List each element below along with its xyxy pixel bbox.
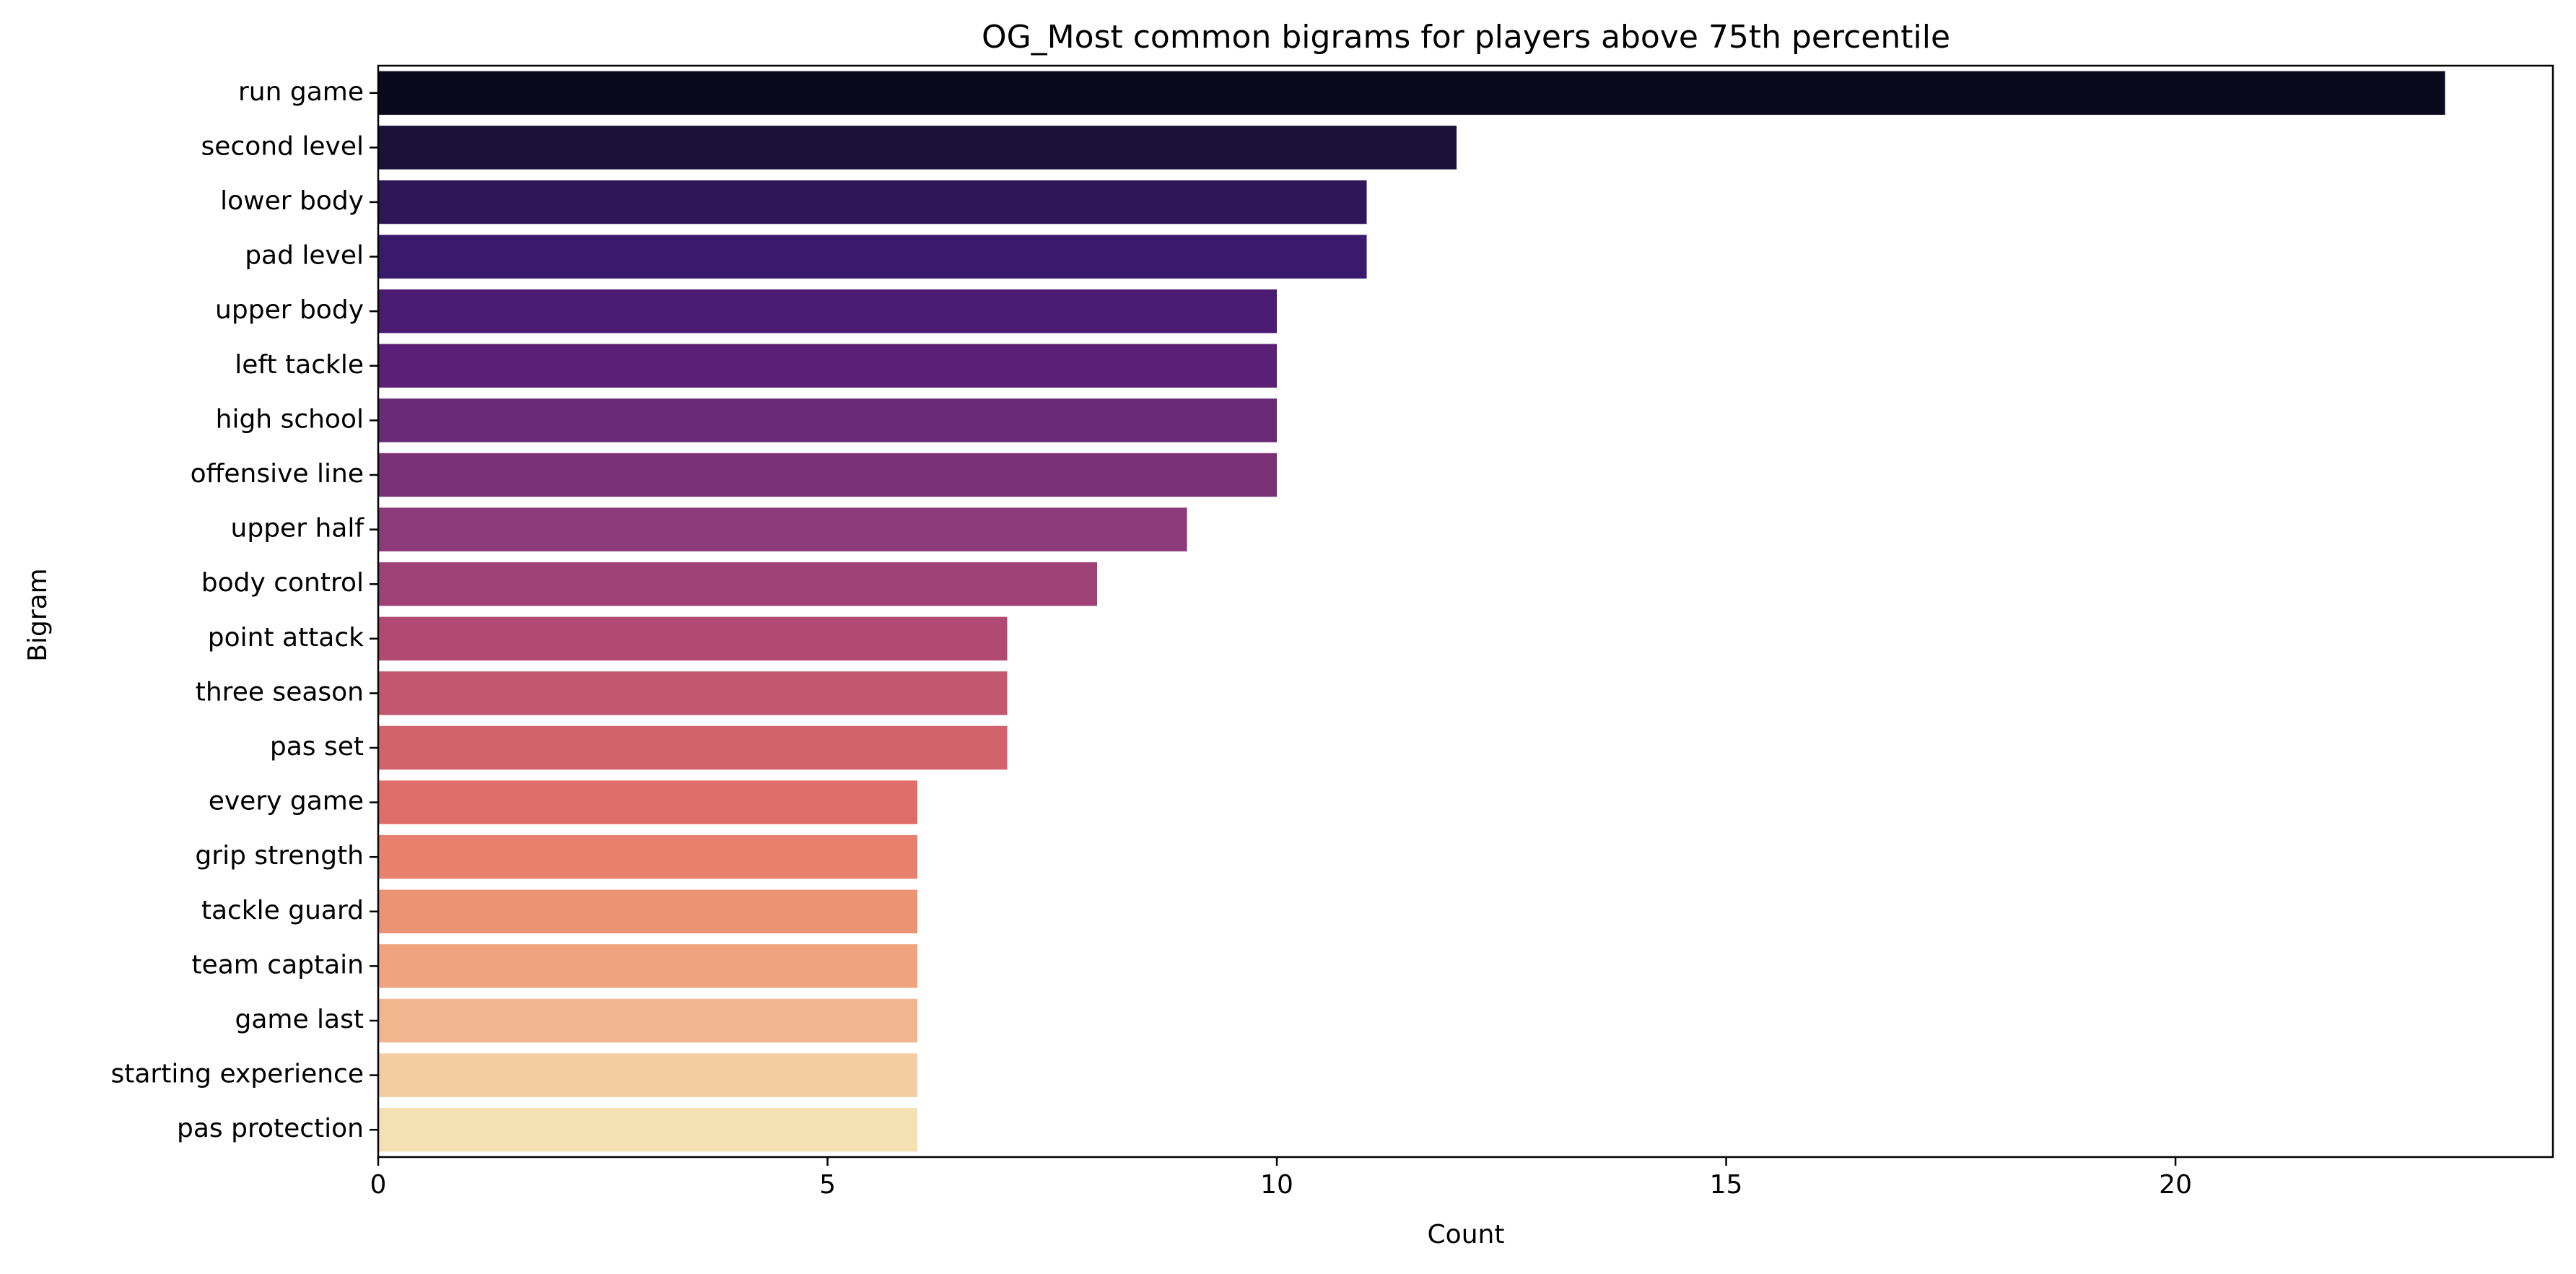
y-axis-ticks: run game second level lower body pad level u…: [111, 77, 378, 1143]
y-tick-label: second level: [201, 131, 364, 161]
y-tick-label: run game: [238, 77, 364, 107]
bars-group: [378, 71, 2445, 1152]
y-tick-label: three season: [196, 677, 364, 707]
bar-pas-protection: [378, 1107, 918, 1152]
bar-team-captain: [378, 944, 918, 988]
y-tick-label: offensive line: [191, 459, 364, 489]
y-tick-label: body control: [201, 568, 364, 598]
y-tick-label: tackle guard: [201, 896, 364, 925]
bar-lower-body: [378, 180, 1367, 224]
y-tick-label: starting experience: [111, 1060, 364, 1089]
y-tick-label: high school: [216, 404, 364, 434]
bar-game-last: [378, 998, 918, 1043]
chart-title: OG_Most common bigrams for players above…: [982, 19, 1950, 56]
bar-offensive-line: [378, 453, 1278, 497]
x-tick-label: 15: [1710, 1170, 1743, 1200]
y-tick-label: left tackle: [235, 350, 364, 380]
bar-second-level: [378, 126, 1457, 170]
y-tick-label: every game: [209, 787, 364, 816]
bar-three-season: [378, 671, 1008, 715]
y-tick-label: upper body: [215, 295, 364, 325]
x-tick-label: 20: [2159, 1170, 2192, 1200]
plot-frame: [377, 64, 2554, 1159]
bar-body-control: [378, 562, 1098, 606]
x-axis-label: Count: [1428, 1220, 1505, 1249]
bar-left-tackle: [378, 344, 1278, 388]
x-tick-label: 10: [1260, 1170, 1293, 1200]
y-tick-label: pas protection: [177, 1114, 364, 1143]
x-axis-ticks: 0 5 10 15 20: [370, 1157, 2192, 1200]
y-tick-label: pad level: [245, 241, 364, 271]
bar-upper-body: [378, 289, 1278, 333]
bar-tackle-guard: [378, 889, 918, 934]
y-tick-label: lower body: [220, 186, 364, 216]
bar-point-attack: [378, 616, 1008, 661]
bar-pad-level: [378, 235, 1367, 279]
y-tick-label: point attack: [208, 623, 364, 653]
bar-high-school: [378, 398, 1278, 442]
y-axis-label: Bigram: [23, 568, 53, 661]
y-tick-label: pas set: [270, 732, 364, 762]
bar-pas-set: [378, 725, 1008, 770]
y-tick-label: upper half: [231, 514, 365, 544]
y-tick-label: grip strength: [195, 841, 364, 871]
bar-upper-half: [378, 507, 1187, 551]
bar-starting-experience: [378, 1053, 918, 1097]
bar-run-game: [378, 71, 2445, 115]
bar-every-game: [378, 780, 918, 824]
bar-grip-strength: [378, 834, 918, 879]
y-tick-label: team captain: [191, 950, 364, 980]
y-tick-label: game last: [235, 1005, 364, 1034]
x-tick-label: 5: [819, 1170, 836, 1200]
x-tick-label: 0: [370, 1170, 387, 1200]
